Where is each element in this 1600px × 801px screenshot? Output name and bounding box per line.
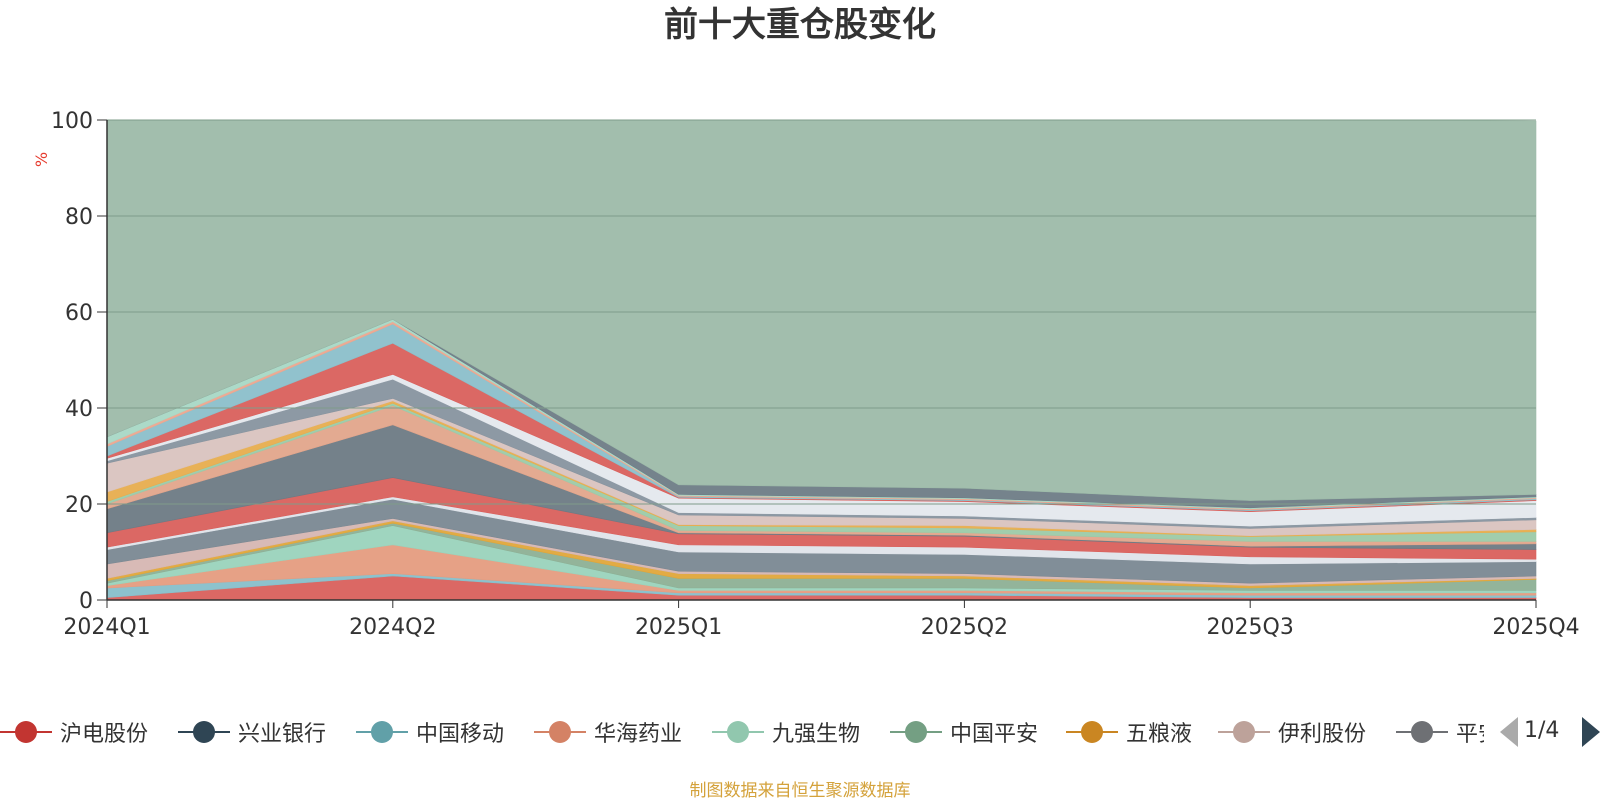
x-tick-label: 2025Q4 — [1492, 615, 1579, 640]
area-series-group — [106, 119, 1537, 601]
y-tick-label: 40 — [65, 397, 93, 422]
legend-item[interactable]: 沪电股份 — [0, 712, 148, 752]
x-tick-label: 2024Q1 — [63, 615, 150, 640]
legend-label: 华海药业 — [594, 722, 683, 747]
legend-marker-icon — [178, 712, 230, 752]
legend-item[interactable]: 伊利股份 — [1218, 712, 1366, 752]
x-tick-label: 2025Q3 — [1207, 615, 1294, 640]
legend-marker-icon — [1066, 712, 1118, 752]
legend-label: 中国平安 — [950, 722, 1039, 747]
y-tick-label: 100 — [51, 109, 93, 134]
grid-lines — [107, 119, 1536, 505]
legend-marker-icon — [534, 712, 586, 752]
data-source-note: 制图数据来自恒生聚源数据库 — [689, 781, 911, 801]
legend-item[interactable]: 兴业银行 — [178, 712, 326, 752]
legend-item[interactable]: 九强生物 — [712, 712, 860, 752]
x-tick-label: 2025Q1 — [635, 615, 722, 640]
legend-marker-icon — [1218, 712, 1270, 752]
legend-marker-icon — [890, 712, 942, 752]
x-tick-label: 2025Q2 — [921, 615, 1008, 640]
legend-item[interactable]: 中国平安 — [890, 712, 1038, 752]
legend-label: 中国移动 — [416, 722, 505, 747]
legend-item[interactable]: 平安银行 — [1396, 712, 1484, 752]
legend-item[interactable]: 华海药业 — [534, 712, 682, 752]
legend-label: 平安银行 — [1456, 722, 1484, 747]
legend-label: 伊利股份 — [1278, 722, 1367, 747]
axes: 0 20 40 60 80 100 2024Q1 2024Q2 2025Q1 2025Q2 2025… — [51, 109, 1580, 640]
legend-item[interactable]: 五粮液 — [1066, 712, 1192, 752]
legend-label: 兴业银行 — [238, 722, 327, 747]
legend-pager: 1/4 — [1500, 712, 1600, 752]
y-tick-label: 20 — [65, 493, 93, 518]
legend-prev-page-icon[interactable] — [1500, 717, 1518, 747]
legend-marker-icon — [356, 712, 408, 752]
y-tick-label: 60 — [65, 301, 93, 326]
legend-label: 九强生物 — [772, 722, 861, 747]
x-tick-label: 2024Q2 — [349, 615, 436, 640]
legend-item[interactable]: 中国移动 — [356, 712, 504, 752]
legend-marker-icon — [712, 712, 764, 752]
chart-title: 前十大重仓股变化 — [664, 5, 936, 45]
y-tick-label: 80 — [65, 205, 93, 230]
legend-page-indicator: 1/4 — [1524, 718, 1560, 743]
legend-marker-icon — [1396, 712, 1448, 752]
y-tick-label: 0 — [79, 589, 93, 614]
legend-next-page-icon[interactable] — [1582, 717, 1600, 747]
stacked-area-chart: 0 20 40 60 80 100 2024Q1 2024Q2 2025Q1 2025Q2 2025… — [51, 109, 1580, 640]
legend: 沪电股份 兴业银行 中国移动 华海药业 九强生物 中国平安 五粮液 伊利股份 平安银行 — [0, 712, 1484, 752]
legend-label: 五粮液 — [1126, 722, 1193, 747]
legend-marker-icon — [0, 712, 52, 752]
legend-label: 沪电股份 — [60, 722, 149, 747]
